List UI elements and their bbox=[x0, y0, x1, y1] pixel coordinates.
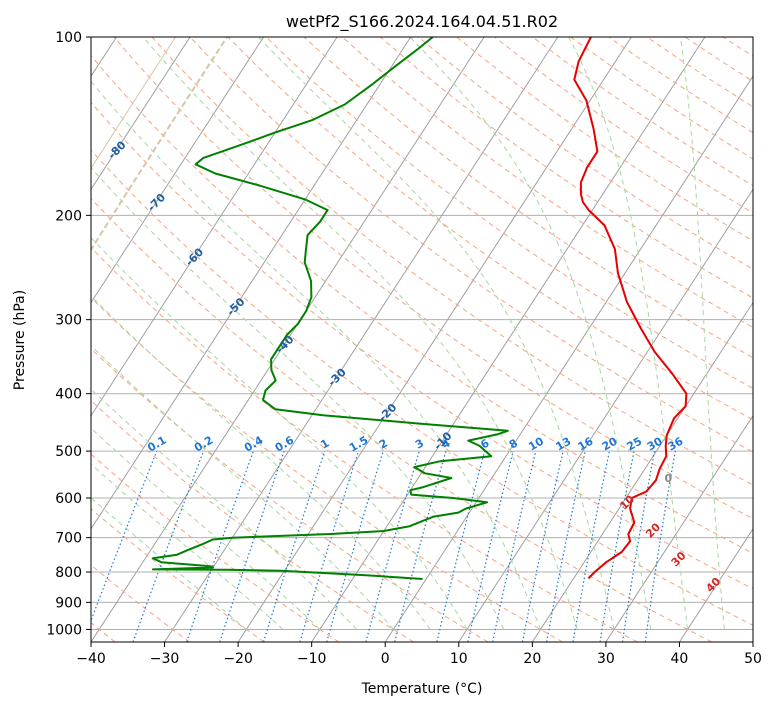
mixing-ratio-line bbox=[492, 450, 537, 642]
grid-layer bbox=[91, 37, 753, 642]
mixing-ratio-line bbox=[436, 450, 486, 642]
isotherm-gridline bbox=[91, 37, 412, 530]
y-tick-label: 400 bbox=[55, 387, 82, 403]
dry-adiabat bbox=[341, 37, 753, 329]
isotherm-gridline bbox=[237, 37, 632, 642]
y-tick-label: 800 bbox=[55, 565, 82, 581]
dry-adiabat bbox=[91, 399, 414, 642]
moist-adiabat bbox=[91, 166, 505, 630]
x-tick-label: −10 bbox=[297, 651, 327, 667]
x-tick-label: −30 bbox=[150, 651, 180, 667]
isotherm-gridline bbox=[91, 37, 265, 304]
x-tick-label: 50 bbox=[744, 651, 762, 667]
mixing-ratio-line bbox=[365, 450, 420, 642]
mixing-ratio-line bbox=[467, 450, 514, 642]
mixing-ratio-line bbox=[132, 450, 205, 642]
mixing-ratio-line bbox=[394, 450, 447, 642]
dry-adiabat bbox=[91, 508, 265, 642]
x-tick-label: −40 bbox=[76, 651, 106, 667]
dry-adiabat bbox=[303, 37, 753, 359]
x-axis-ticks: −40 −30 −20 −10 0 10 20 30 40 50 bbox=[76, 642, 762, 667]
y-tick-label: 500 bbox=[55, 444, 82, 460]
dry-adiabat bbox=[380, 37, 753, 299]
temperature-profile-line bbox=[573, 37, 688, 580]
dry-adiabat bbox=[91, 197, 713, 642]
dewpoint-profile-line bbox=[151, 37, 509, 580]
y-tick-label: 700 bbox=[55, 531, 82, 547]
moist-adiabat bbox=[91, 237, 468, 630]
x-tick-label: 40 bbox=[671, 651, 689, 667]
moist-adiabat bbox=[568, 37, 689, 630]
x-tick-label: 30 bbox=[597, 651, 615, 667]
dry-adiabat bbox=[91, 246, 638, 642]
isotherm-gridline bbox=[91, 37, 191, 191]
y-tick-label: 900 bbox=[55, 595, 82, 611]
y-tick-label: 100 bbox=[55, 30, 82, 46]
moist-adiabat bbox=[91, 295, 431, 630]
mixing-ratio-line bbox=[91, 450, 158, 622]
chart-title: wetPf2_S166.2024.164.04.51.R02 bbox=[286, 12, 558, 32]
isotherm-gridline bbox=[458, 188, 753, 642]
mixing-ratio-line bbox=[644, 450, 676, 642]
mixing-ratio-line bbox=[219, 450, 285, 642]
mixing-ratio-line bbox=[186, 450, 254, 642]
dry-adiabat bbox=[113, 37, 753, 520]
moist-adiabat bbox=[91, 344, 394, 630]
y-tick-label: 200 bbox=[55, 208, 82, 224]
isotherm-gridline bbox=[91, 37, 338, 417]
isotherm-gridline bbox=[605, 414, 753, 642]
moist-adiabat bbox=[91, 463, 284, 630]
y-tick-label: 300 bbox=[55, 313, 82, 329]
x-tick-label: −20 bbox=[223, 651, 253, 667]
dry-adiabat bbox=[265, 37, 753, 389]
y-tick-label: 1000 bbox=[46, 622, 82, 638]
x-axis-label: Temperature (°C) bbox=[361, 681, 483, 697]
x-tick-label: 10 bbox=[450, 651, 468, 667]
y-axis-label: Pressure (hPa) bbox=[12, 290, 28, 390]
moist-adiabat bbox=[91, 427, 321, 630]
moist-adiabat-label: 0 bbox=[665, 472, 673, 485]
dry-adiabat bbox=[189, 37, 753, 453]
x-tick-label: 20 bbox=[523, 651, 541, 667]
x-tick-label: 0 bbox=[381, 651, 390, 667]
isotherm-gridline bbox=[679, 527, 753, 642]
moist-adiabat bbox=[142, 37, 578, 630]
isotherm-gridline bbox=[531, 301, 753, 642]
mixing-ratio-line bbox=[326, 450, 384, 642]
moist-adiabat bbox=[91, 80, 541, 630]
y-axis-ticks: 100 200 300 400 500 600 700 800 900 1000 bbox=[46, 30, 91, 638]
mixing-ratio-line bbox=[299, 450, 359, 642]
moist-adiabat bbox=[409, 37, 652, 630]
dry-adiabat bbox=[91, 296, 563, 642]
series-layer bbox=[151, 37, 688, 580]
isotherm-gridline bbox=[164, 37, 559, 642]
dry-adiabat bbox=[91, 149, 753, 626]
plot-frame bbox=[90, 36, 754, 643]
moist-adiabat bbox=[91, 388, 357, 630]
dry-adiabat bbox=[91, 54, 753, 554]
isotherm-gridline bbox=[91, 37, 485, 642]
mixing-ratio-line bbox=[262, 450, 326, 642]
y-tick-label: 600 bbox=[55, 491, 82, 507]
isotherm-gridline bbox=[384, 75, 753, 642]
dry-adiabat bbox=[91, 347, 489, 642]
moist-adiabat bbox=[679, 37, 725, 630]
